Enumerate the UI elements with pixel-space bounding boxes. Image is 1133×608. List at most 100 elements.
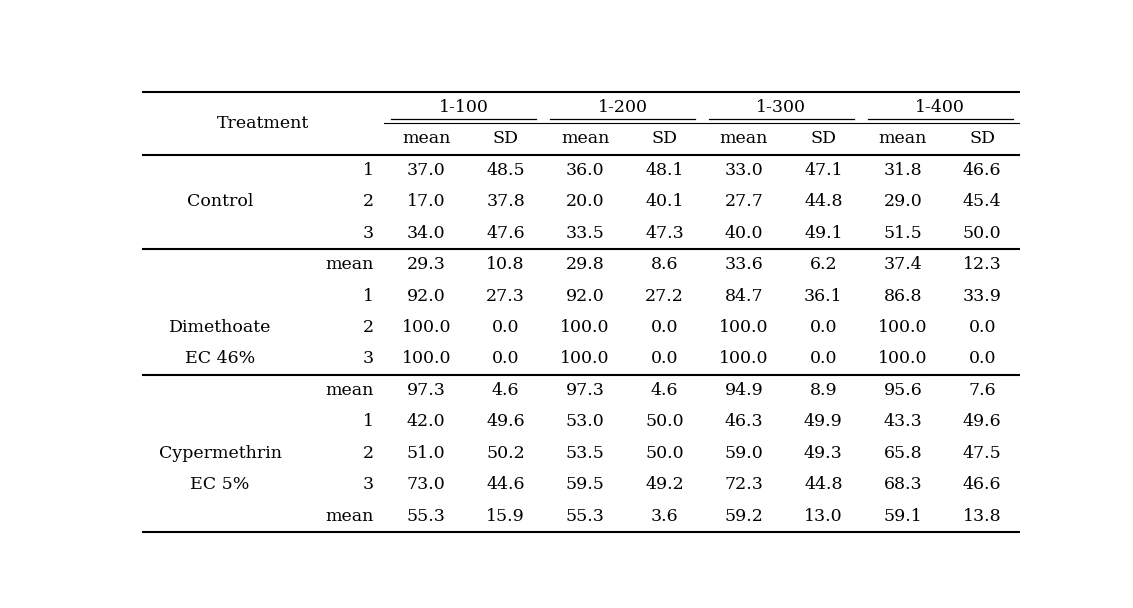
Text: 8.6: 8.6 [650,256,679,273]
Text: 47.6: 47.6 [486,224,525,241]
Text: 42.0: 42.0 [407,413,445,430]
Text: Control: Control [187,193,254,210]
Text: 10.8: 10.8 [486,256,525,273]
Text: 100.0: 100.0 [719,319,768,336]
Text: 0.0: 0.0 [969,350,996,367]
Text: 17.0: 17.0 [407,193,445,210]
Text: 33.6: 33.6 [724,256,764,273]
Text: 40.1: 40.1 [646,193,683,210]
Text: mean: mean [325,508,374,525]
Text: 12.3: 12.3 [963,256,1002,273]
Text: 100.0: 100.0 [401,319,451,336]
Text: 59.5: 59.5 [565,476,605,493]
Text: 50.0: 50.0 [963,224,1002,241]
Text: 29.0: 29.0 [884,193,922,210]
Text: 29.8: 29.8 [565,256,604,273]
Text: 13.8: 13.8 [963,508,1002,525]
Text: 33.9: 33.9 [963,288,1002,305]
Text: 46.3: 46.3 [725,413,764,430]
Text: 49.2: 49.2 [645,476,684,493]
Text: 36.0: 36.0 [565,162,604,179]
Text: 73.0: 73.0 [407,476,445,493]
Text: 0.0: 0.0 [650,350,679,367]
Text: 6.2: 6.2 [810,256,837,273]
Text: 49.1: 49.1 [804,224,843,241]
Text: 49.6: 49.6 [486,413,525,430]
Text: SD: SD [651,130,678,147]
Text: 4.6: 4.6 [650,382,679,399]
Text: 0.0: 0.0 [492,350,519,367]
Text: 1-300: 1-300 [757,99,807,116]
Text: 1-200: 1-200 [597,99,648,116]
Text: 97.3: 97.3 [565,382,605,399]
Text: 2: 2 [363,444,374,461]
Text: 0.0: 0.0 [810,319,837,336]
Text: 27.2: 27.2 [645,288,684,305]
Text: 100.0: 100.0 [719,350,768,367]
Text: 1: 1 [363,288,374,305]
Text: 47.5: 47.5 [963,444,1002,461]
Text: Cypermethrin: Cypermethrin [159,444,282,461]
Text: 86.8: 86.8 [884,288,922,305]
Text: 65.8: 65.8 [884,444,922,461]
Text: 46.6: 46.6 [963,476,1002,493]
Text: 15.9: 15.9 [486,508,525,525]
Text: 29.3: 29.3 [407,256,445,273]
Text: 1-400: 1-400 [915,99,965,116]
Text: 46.6: 46.6 [963,162,1002,179]
Text: 51.0: 51.0 [407,444,445,461]
Text: 53.0: 53.0 [565,413,604,430]
Text: 49.6: 49.6 [963,413,1002,430]
Text: 55.3: 55.3 [565,508,605,525]
Text: 100.0: 100.0 [878,319,928,336]
Text: 36.1: 36.1 [804,288,843,305]
Text: 3: 3 [363,476,374,493]
Text: Treatment: Treatment [216,115,309,131]
Text: 97.3: 97.3 [407,382,445,399]
Text: 34.0: 34.0 [407,224,445,241]
Text: 3.6: 3.6 [650,508,679,525]
Text: 53.5: 53.5 [565,444,605,461]
Text: 59.1: 59.1 [884,508,922,525]
Text: 37.0: 37.0 [407,162,445,179]
Text: 50.0: 50.0 [645,444,684,461]
Text: 100.0: 100.0 [561,319,610,336]
Text: 47.1: 47.1 [804,162,843,179]
Text: 94.9: 94.9 [724,382,764,399]
Text: 2: 2 [363,193,374,210]
Text: 43.3: 43.3 [884,413,922,430]
Text: 33.0: 33.0 [724,162,764,179]
Text: 0.0: 0.0 [650,319,679,336]
Text: 100.0: 100.0 [878,350,928,367]
Text: 44.8: 44.8 [804,476,843,493]
Text: 4.6: 4.6 [492,382,519,399]
Text: 20.0: 20.0 [565,193,604,210]
Text: 40.0: 40.0 [725,224,764,241]
Text: 49.3: 49.3 [804,444,843,461]
Text: 37.4: 37.4 [884,256,922,273]
Text: 44.8: 44.8 [804,193,843,210]
Text: 49.9: 49.9 [804,413,843,430]
Text: 72.3: 72.3 [724,476,764,493]
Text: mean: mean [561,130,610,147]
Text: SD: SD [969,130,995,147]
Text: 1: 1 [363,413,374,430]
Text: 50.0: 50.0 [645,413,684,430]
Text: 68.3: 68.3 [884,476,922,493]
Text: 44.6: 44.6 [486,476,525,493]
Text: Dimethoate: Dimethoate [169,319,271,336]
Text: 47.3: 47.3 [645,224,684,241]
Text: 100.0: 100.0 [561,350,610,367]
Text: 2: 2 [363,319,374,336]
Text: mean: mean [402,130,451,147]
Text: 27.3: 27.3 [486,288,525,305]
Text: 92.0: 92.0 [407,288,445,305]
Text: 95.6: 95.6 [884,382,922,399]
Text: 55.3: 55.3 [407,508,445,525]
Text: SD: SD [493,130,519,147]
Text: 59.2: 59.2 [724,508,764,525]
Text: 59.0: 59.0 [724,444,764,461]
Text: 50.2: 50.2 [486,444,525,461]
Text: 48.5: 48.5 [486,162,525,179]
Text: 100.0: 100.0 [401,350,451,367]
